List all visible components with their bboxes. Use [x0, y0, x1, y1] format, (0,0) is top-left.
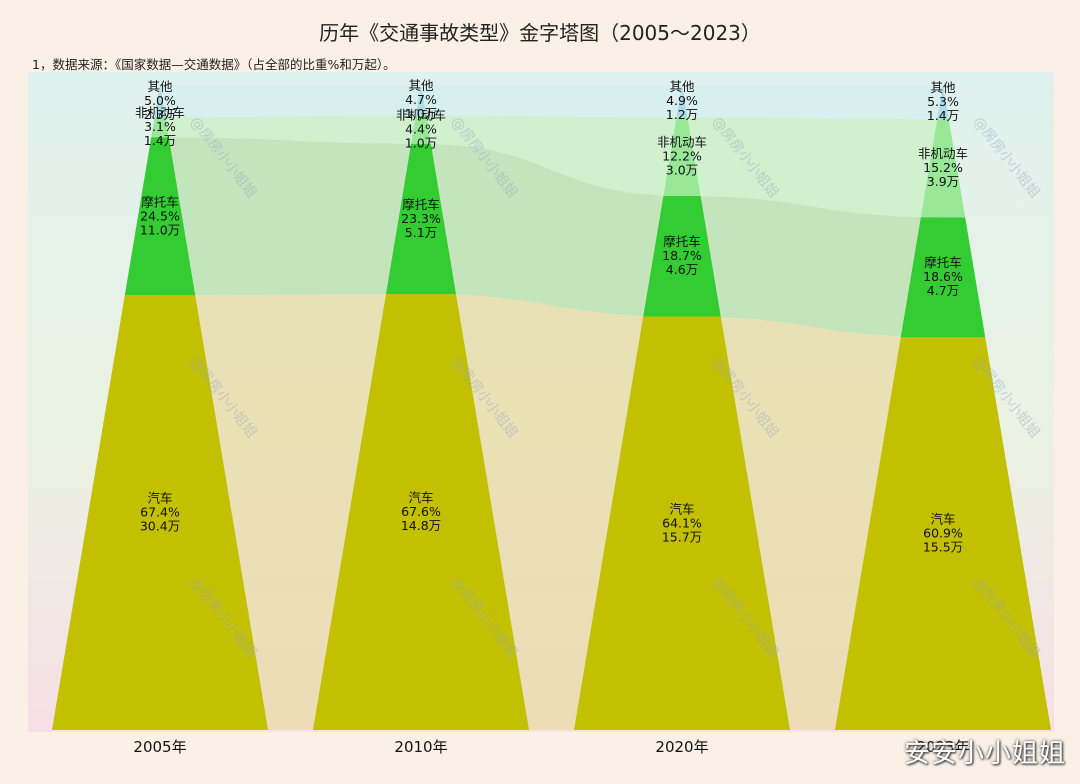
segment-name-label: 摩托车	[924, 255, 962, 270]
segment-pct-label: 4.4%	[405, 122, 437, 137]
corner-watermark: 安安小小姐姐	[903, 739, 1066, 769]
pyramid-segment	[52, 295, 268, 730]
pyramid-segment	[415, 85, 427, 116]
flow-band-1-0	[160, 137, 421, 296]
pyramid-segment	[574, 316, 790, 730]
pyramid-segment	[313, 293, 529, 730]
flow-band-2-1	[421, 115, 682, 196]
segment-pct-label: 4.7%	[405, 92, 437, 107]
segment-count-label: 4.7万	[927, 283, 959, 298]
segment-name-label: 非机动车	[135, 105, 185, 120]
segment-pct-label: 5.3%	[927, 94, 959, 109]
flow-band-1-2	[682, 195, 943, 338]
pyramid-segment	[835, 337, 1051, 730]
segment-name-label: 非机动车	[657, 135, 707, 150]
segment-pct-label: 3.1%	[144, 119, 176, 134]
segment-pct-label: 67.4%	[140, 505, 180, 520]
flow-band-2-2	[682, 117, 943, 218]
segment-name-label: 汽车	[408, 490, 433, 505]
segment-count-label: 2.3万	[144, 107, 176, 122]
pyramid-segment	[920, 119, 966, 218]
segment-count-label: 11.0万	[140, 222, 180, 237]
flow-band-3-2	[682, 85, 943, 120]
segment-count-label: 3.9万	[927, 174, 959, 189]
pyramid-segment	[154, 85, 166, 118]
segment-count-label: 3.0万	[666, 163, 698, 178]
segment-count-label: 1.4万	[927, 108, 959, 123]
segment-pct-label: 64.1%	[662, 515, 702, 530]
segment-name-label: 汽车	[930, 512, 955, 527]
x-tick-label: 2010年	[394, 738, 447, 756]
segment-pct-label: 12.2%	[662, 149, 702, 164]
segment-count-label: 15.7万	[662, 529, 702, 544]
pyramid-segment	[386, 143, 456, 294]
segment-name-label: 摩托车	[663, 234, 701, 249]
segment-pct-label: 18.7%	[662, 248, 702, 263]
pyramid-segment	[663, 117, 701, 196]
segment-name-label: 非机动车	[918, 146, 968, 161]
pyramid-segment	[411, 115, 431, 144]
segment-name-label: 汽车	[147, 491, 172, 506]
segment-name-label: 其他	[930, 80, 956, 95]
flow-band-1-1	[421, 143, 682, 317]
segment-name-label: 摩托车	[402, 197, 440, 212]
segment-name-label: 摩托车	[141, 194, 179, 209]
pyramid-segment	[937, 85, 949, 120]
flow-band-3-1	[421, 85, 682, 118]
segment-name-label: 其他	[408, 78, 434, 93]
x-tick-label: 2020年	[655, 738, 708, 756]
segment-name-label: 其他	[669, 79, 695, 94]
segment-count-label: 14.8万	[401, 518, 441, 533]
segment-count-label: 15.5万	[923, 540, 963, 555]
chart-title: 历年《交通事故类型》金字塔图（2005～2023）	[319, 21, 761, 45]
chart-subtitle: 1，数据来源：《国家数据—交通数据》（占全部的比重%和万起）。	[32, 57, 396, 72]
segment-count-label: 1.4万	[144, 133, 176, 148]
pyramid-segment	[151, 117, 169, 138]
pyramid-segment	[900, 217, 986, 338]
pyramid-segment	[643, 195, 721, 317]
segment-pct-label: 60.9%	[923, 526, 963, 541]
segment-count-label: 1.0万	[405, 136, 437, 151]
segment-count-label: 5.1万	[405, 225, 437, 240]
flow-band-3-0	[160, 85, 421, 118]
segment-count-label: 1.0万	[405, 106, 437, 121]
flow-band-2-0	[160, 115, 421, 144]
segment-name-label: 汽车	[669, 501, 694, 516]
segment-count-label: 1.2万	[666, 107, 698, 122]
segment-pct-label: 24.5%	[140, 208, 180, 223]
segment-name-label: 其他	[147, 79, 173, 94]
segment-name-label: 非机动车	[396, 108, 446, 123]
segment-pct-label: 5.0%	[144, 93, 176, 108]
segment-pct-label: 18.6%	[923, 269, 963, 284]
segment-count-label: 30.4万	[140, 519, 180, 534]
segment-count-label: 4.6万	[666, 262, 698, 277]
segment-pct-label: 15.2%	[923, 160, 963, 175]
segment-pct-label: 4.9%	[666, 93, 698, 108]
x-tick-label: 2005年	[133, 738, 186, 756]
pyramid-segment	[676, 85, 688, 118]
segment-pct-label: 23.3%	[401, 211, 441, 226]
pyramid-segment	[124, 137, 196, 296]
x-tick-label: 2023年	[916, 738, 969, 756]
segment-pct-label: 67.6%	[401, 504, 441, 519]
